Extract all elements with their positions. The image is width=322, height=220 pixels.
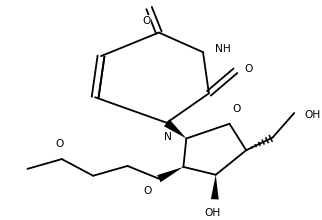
Text: O: O <box>144 185 152 196</box>
Text: O: O <box>232 104 241 114</box>
Text: O: O <box>56 139 64 149</box>
Polygon shape <box>211 175 219 200</box>
Text: NH: NH <box>215 44 231 54</box>
Text: O: O <box>142 16 150 26</box>
Text: O: O <box>244 64 252 74</box>
Text: OH: OH <box>304 110 320 120</box>
Text: N: N <box>164 132 172 142</box>
Text: OH: OH <box>205 208 221 218</box>
Polygon shape <box>157 167 184 182</box>
Polygon shape <box>164 119 186 138</box>
